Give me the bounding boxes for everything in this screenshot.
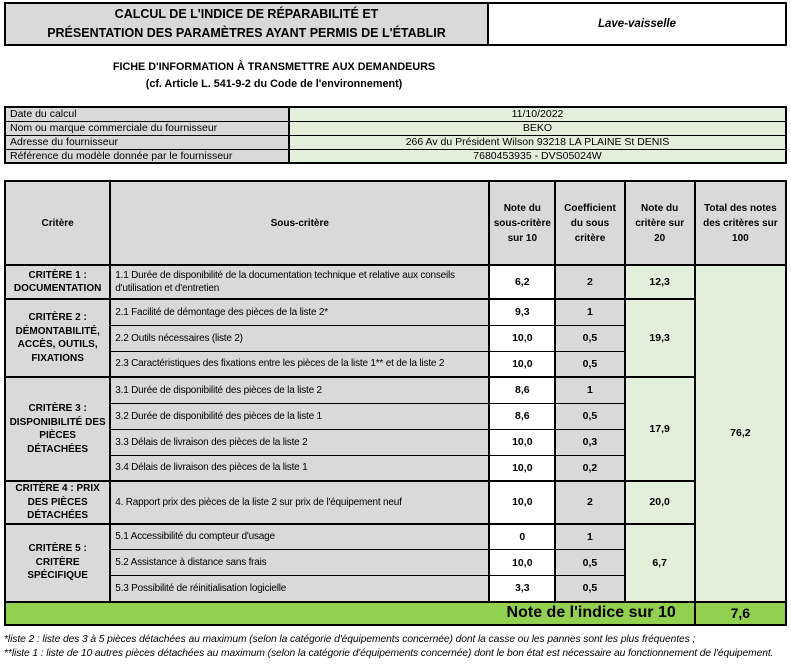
subscore-cell: 10,0 [488, 350, 557, 378]
criterion-score-cell: 6,7 [623, 522, 696, 603]
final-score-label: Note de l'indice sur 10 [4, 600, 696, 626]
criterion-cell: CRITÈRE 2 : DÉMONTABILITÉ, ACCÈS, OUTILS… [3, 298, 112, 378]
subscore-cell: 10,0 [488, 324, 557, 352]
coefficient-cell: 1 [554, 522, 626, 551]
subcriterion-cell: 2.2 Outils nécessaires (liste 2) [109, 324, 491, 352]
info-value: BEKO [288, 120, 787, 136]
info-row-model-ref: Référence du modèle donnée par le fourni… [4, 148, 787, 164]
info-row-date: Date du calcul 11/10/2022 [4, 106, 787, 122]
info-value: 11/10/2022 [288, 106, 787, 122]
subtitle-line-2: (cf. Article L. 541-9-2 du Code de l'env… [145, 77, 403, 90]
criterion-cell: CRITÈRE 3 : DISPONIBILITÉ DES PIÈCES DÉT… [3, 376, 112, 482]
table-row: CRITÈRE 5 : CRITÈRE SPÉCIFIQUE 5.1 Acces… [3, 522, 786, 603]
table-row: 2.2 Outils nécessaires (liste 2) 10,0 0,… [5, 324, 786, 352]
subscore-cell: 6,2 [488, 264, 557, 300]
column-header-note-sous-critere: Note du sous-critère sur 10 [488, 180, 557, 267]
total-score-cell: 76,2 [693, 264, 788, 603]
coefficient-cell: 0,5 [554, 350, 626, 378]
criterion-score-cell: 17,9 [623, 376, 696, 482]
table-row: CRITÈRE 4 : PRIX DES PIÈCES DÉTACHÉES 4.… [3, 480, 786, 525]
info-label: Date du calcul [4, 106, 290, 122]
subcriterion-cell: 2.3 Caractéristiques des fixations entre… [109, 350, 491, 378]
subcriterion-cell: 3.1 Durée de disponibilité des pièces de… [109, 376, 491, 404]
footnote-liste-2: *liste 2 : liste des 3 à 5 pièces détach… [4, 633, 696, 645]
column-header-coefficient: Coefficient du sous critère [554, 180, 626, 267]
subcriterion-cell: 3.4 Délais de livraison des pièces de la… [109, 454, 491, 482]
info-value: 266 Av du Président Wilson 93218 LA PLAI… [288, 134, 787, 150]
table-row: 5.2 Assistance à distance sans frais 10,… [5, 549, 786, 577]
coefficient-cell: 1 [554, 376, 626, 404]
column-header-total: Total des notes des critères sur 100 [693, 180, 788, 267]
subscore-cell: 3,3 [488, 575, 557, 603]
document-title-line-1: CALCUL DE L'INDICE DE RÉPARABILITÉ ET [114, 7, 379, 21]
column-header-note-critere: Note du critère sur 20 [623, 180, 696, 267]
subscore-cell: 10,0 [488, 454, 557, 482]
subscore-cell: 8,6 [488, 376, 557, 404]
document-title-line-2: PRÉSENTATION DES PARAMÈTRES AYANT PERMIS… [47, 25, 446, 40]
info-row-address: Adresse du fournisseur 266 Av du Préside… [4, 134, 787, 150]
subcriterion-cell: 5.3 Possibilité de réinitialisation logi… [109, 575, 491, 603]
coefficient-cell: 0,5 [554, 324, 626, 352]
subscore-cell: 9,3 [488, 298, 557, 326]
subcriterion-cell: 3.2 Durée de disponibilité des pièces de… [109, 402, 491, 430]
subscore-cell: 10,0 [488, 480, 557, 525]
table-row: CRITÈRE 1 : DOCUMENTATION 1.1 Durée de d… [3, 264, 788, 603]
final-score-value: 7,6 [693, 600, 788, 626]
criterion-score-cell: 19,3 [623, 298, 696, 378]
subscore-cell: 10,0 [488, 549, 557, 577]
score-table-header-row: Critère Sous-critère Note du sous-critèr… [3, 180, 788, 267]
criterion-cell: CRITÈRE 4 : PRIX DES PIÈCES DÉTACHÉES [3, 480, 112, 525]
subcriterion-cell: 2.1 Facilité de démontage des pièces de … [109, 298, 491, 326]
subcriterion-cell: 3.3 Délais de livraison des pièces de la… [109, 428, 491, 456]
coefficient-cell: 2 [554, 264, 626, 300]
info-value: 7680453935 - DVS05024W [288, 148, 787, 164]
criterion-score-cell: 20,0 [623, 480, 696, 525]
info-label: Adresse du fournisseur [4, 134, 290, 150]
subcriterion-cell: 5.1 Accessibilité du compteur d'usage [109, 522, 491, 551]
subscore-cell: 10,0 [488, 428, 557, 456]
column-header-critere: Critère [3, 180, 112, 267]
table-row: CRITÈRE 2 : DÉMONTABILITÉ, ACCÈS, OUTILS… [3, 298, 786, 378]
table-row: 3.2 Durée de disponibilité des pièces de… [5, 402, 786, 430]
final-index-row: Note de l'indice sur 10 7,6 [4, 600, 788, 626]
criterion-score-cell: 12,3 [623, 264, 696, 300]
score-table: Critère Sous-critère Note du sous-critèr… [3, 180, 788, 626]
product-category: Lave-vaisselle [487, 2, 787, 46]
criterion-cell: CRITÈRE 1 : DOCUMENTATION [3, 264, 112, 300]
subscore-cell: 0 [488, 522, 557, 551]
info-row-brand: Nom ou marque commerciale du fournisseur… [4, 120, 787, 136]
subcriterion-cell: 1.1 Durée de disponibilité de la documen… [109, 264, 491, 300]
table-row: 2.3 Caractéristiques des fixations entre… [5, 350, 786, 378]
coefficient-cell: 0,5 [554, 575, 626, 603]
coefficient-cell: 0,5 [554, 549, 626, 577]
coefficient-cell: 0,2 [554, 454, 626, 482]
subtitle: FICHE D'INFORMATION À TRANSMETTRE AUX DE… [4, 59, 544, 94]
info-label: Référence du modèle donnée par le fourni… [4, 148, 290, 164]
coefficient-cell: 0,5 [554, 402, 626, 430]
subcriterion-cell: 5.2 Assistance à distance sans frais [109, 549, 491, 577]
subcriterion-cell: 4. Rapport prix des pièces de la liste 2… [109, 480, 491, 525]
subtitle-line-1: FICHE D'INFORMATION À TRANSMETTRE AUX DE… [112, 60, 436, 73]
supplier-info-table: Date du calcul 11/10/2022 Nom ou marque … [4, 106, 787, 165]
coefficient-cell: 1 [554, 298, 626, 326]
coefficient-cell: 2 [554, 480, 626, 525]
table-row: CRITÈRE 3 : DISPONIBILITÉ DES PIÈCES DÉT… [3, 376, 786, 482]
table-row: 3.3 Délais de livraison des pièces de la… [5, 428, 786, 456]
subscore-cell: 8,6 [488, 402, 557, 430]
coefficient-cell: 0,3 [554, 428, 626, 456]
info-label: Nom ou marque commerciale du fournisseur [4, 120, 290, 136]
footnotes: *liste 2 : liste des 3 à 5 pièces détach… [4, 633, 787, 663]
title-banner: CALCUL DE L'INDICE DE RÉPARABILITÉ ET PR… [4, 2, 787, 46]
column-header-sous-critere: Sous-critère [109, 180, 491, 267]
footnote-liste-1: **liste 1 : liste de 10 autres pièces dé… [4, 648, 774, 660]
criterion-cell: CRITÈRE 5 : CRITÈRE SPÉCIFIQUE [3, 522, 112, 603]
document-title: CALCUL DE L'INDICE DE RÉPARABILITÉ ET PR… [4, 2, 489, 46]
table-row: 5.3 Possibilité de réinitialisation logi… [5, 575, 786, 603]
